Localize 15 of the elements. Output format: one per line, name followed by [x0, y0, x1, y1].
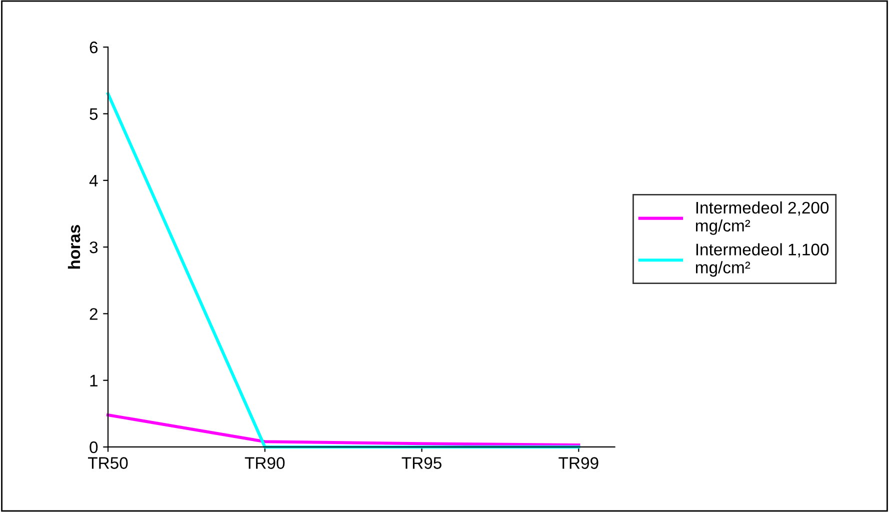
y-tick-label: 3	[90, 241, 98, 254]
y-tick-label: 4	[89, 174, 98, 186]
y-tick-label: 6	[90, 42, 98, 54]
y-tick-label: 2	[90, 308, 98, 320]
x-tick-label: TR99	[558, 457, 598, 469]
y-tick-label: 1	[90, 374, 98, 386]
y-axis-title: horas	[68, 225, 80, 269]
legend-label: Intermedeol 2,200 mg/cm²	[696, 201, 829, 235]
legend-label: Intermedeol 1,100 mg/cm²	[696, 243, 829, 277]
y-tick-label: 0	[90, 441, 98, 454]
x-tick-label: TR95	[402, 457, 442, 469]
y-tick-label: 5	[90, 108, 98, 120]
line-series	[106, 413, 580, 447]
x-tick-label: TR50	[88, 457, 128, 469]
x-tick-label: TR90	[244, 457, 285, 469]
